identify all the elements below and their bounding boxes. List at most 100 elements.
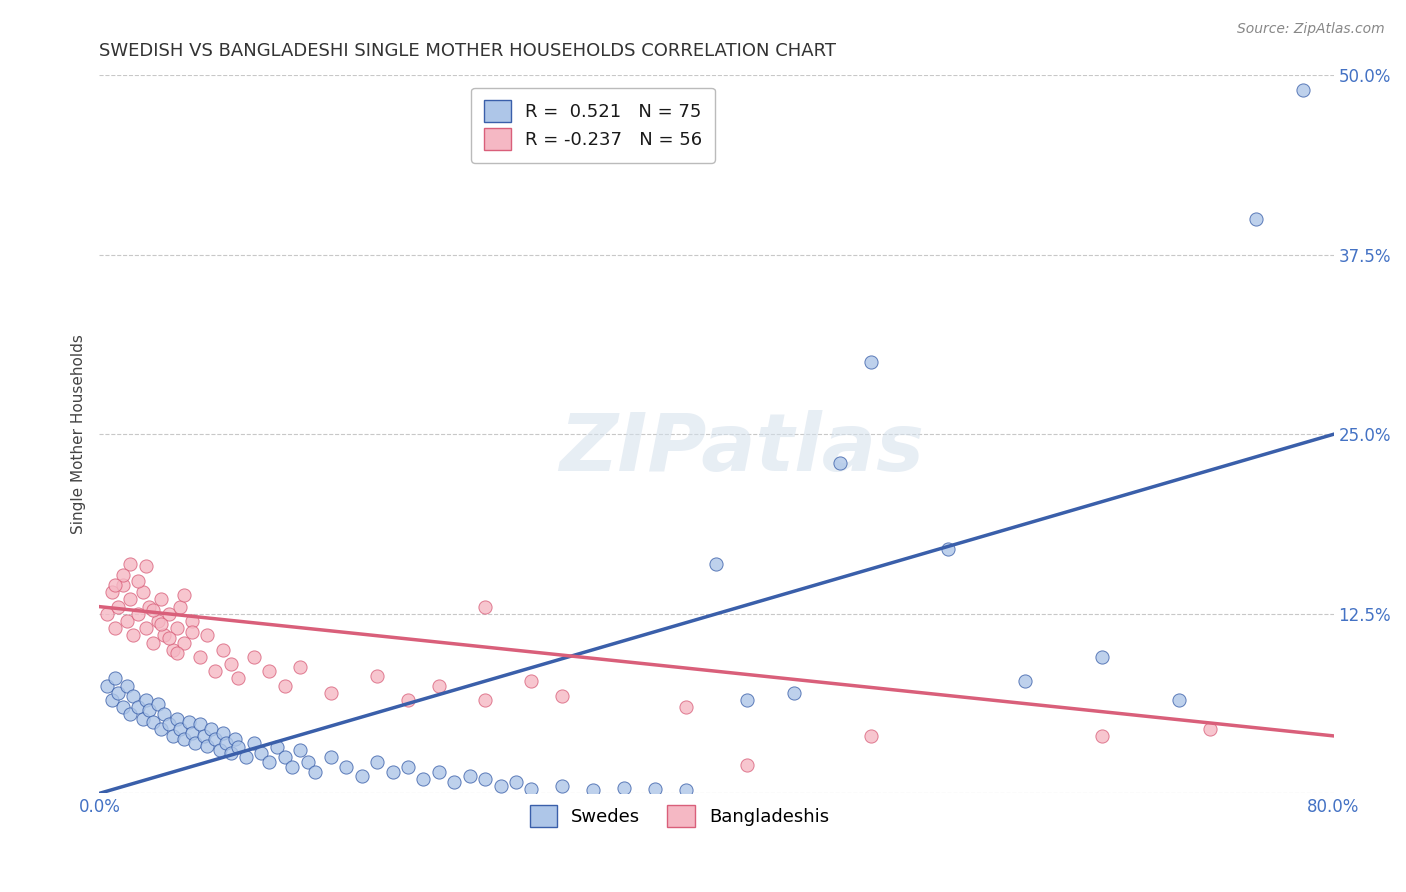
Point	[127, 700, 149, 714]
Point	[412, 772, 434, 786]
Point	[335, 760, 357, 774]
Point	[266, 740, 288, 755]
Point	[936, 542, 959, 557]
Point	[138, 599, 160, 614]
Point	[644, 782, 666, 797]
Point	[551, 689, 574, 703]
Point	[474, 599, 496, 614]
Point	[142, 602, 165, 616]
Point	[458, 769, 481, 783]
Point	[122, 689, 145, 703]
Point	[219, 746, 242, 760]
Point	[166, 646, 188, 660]
Point	[242, 736, 264, 750]
Point	[104, 621, 127, 635]
Point	[188, 717, 211, 731]
Text: ZIPatlas: ZIPatlas	[558, 409, 924, 488]
Point	[96, 679, 118, 693]
Point	[142, 635, 165, 649]
Point	[226, 672, 249, 686]
Point	[135, 693, 157, 707]
Point	[173, 635, 195, 649]
Point	[104, 672, 127, 686]
Point	[200, 722, 222, 736]
Point	[396, 760, 419, 774]
Point	[1091, 729, 1114, 743]
Point	[157, 607, 180, 621]
Point	[120, 592, 142, 607]
Point	[197, 739, 219, 753]
Point	[150, 722, 173, 736]
Point	[737, 693, 759, 707]
Point	[107, 686, 129, 700]
Point	[489, 779, 512, 793]
Point	[737, 757, 759, 772]
Point	[184, 736, 207, 750]
Point	[162, 729, 184, 743]
Point	[169, 599, 191, 614]
Point	[100, 693, 122, 707]
Point	[181, 625, 204, 640]
Point	[613, 780, 636, 795]
Point	[273, 750, 295, 764]
Legend: Swedes, Bangladeshis: Swedes, Bangladeshis	[523, 798, 837, 835]
Point	[675, 783, 697, 797]
Point	[193, 729, 215, 743]
Point	[1168, 693, 1191, 707]
Point	[96, 607, 118, 621]
Point	[396, 693, 419, 707]
Point	[224, 731, 246, 746]
Point	[235, 750, 257, 764]
Point	[1014, 674, 1036, 689]
Point	[177, 714, 200, 729]
Point	[366, 755, 388, 769]
Point	[122, 628, 145, 642]
Point	[111, 700, 134, 714]
Point	[150, 592, 173, 607]
Point	[242, 649, 264, 664]
Point	[520, 674, 543, 689]
Point	[273, 679, 295, 693]
Point	[169, 722, 191, 736]
Point	[859, 729, 882, 743]
Point	[288, 660, 311, 674]
Point	[150, 616, 173, 631]
Point	[100, 585, 122, 599]
Y-axis label: Single Mother Households: Single Mother Households	[72, 334, 86, 534]
Point	[474, 693, 496, 707]
Point	[131, 712, 153, 726]
Point	[204, 731, 226, 746]
Point	[115, 679, 138, 693]
Point	[131, 585, 153, 599]
Point	[181, 726, 204, 740]
Point	[288, 743, 311, 757]
Text: Source: ZipAtlas.com: Source: ZipAtlas.com	[1237, 22, 1385, 37]
Point	[381, 764, 404, 779]
Point	[250, 746, 273, 760]
Point	[219, 657, 242, 671]
Point	[208, 743, 231, 757]
Point	[120, 557, 142, 571]
Point	[582, 783, 605, 797]
Point	[120, 707, 142, 722]
Point	[211, 726, 233, 740]
Point	[257, 665, 280, 679]
Point	[153, 628, 176, 642]
Point	[1199, 722, 1222, 736]
Point	[135, 559, 157, 574]
Point	[173, 731, 195, 746]
Point	[135, 621, 157, 635]
Point	[226, 740, 249, 755]
Point	[162, 642, 184, 657]
Point	[319, 750, 342, 764]
Point	[211, 642, 233, 657]
Point	[197, 628, 219, 642]
Point	[153, 707, 176, 722]
Point	[166, 621, 188, 635]
Point	[551, 779, 574, 793]
Point	[146, 698, 169, 712]
Point	[443, 775, 465, 789]
Point	[215, 736, 238, 750]
Point	[107, 599, 129, 614]
Point	[1246, 211, 1268, 226]
